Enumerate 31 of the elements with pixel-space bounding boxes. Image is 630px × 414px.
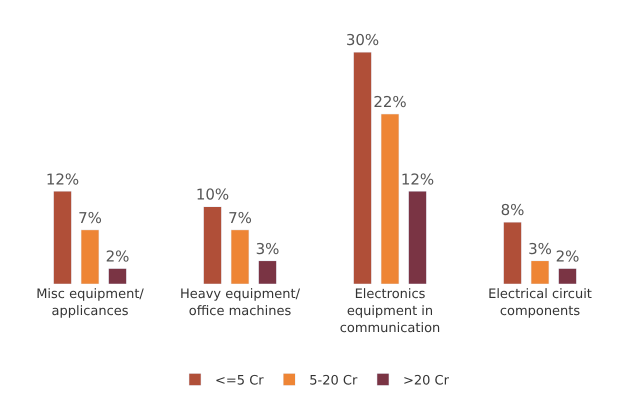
bar <box>530 260 550 284</box>
data-label: 3% <box>528 240 552 258</box>
bar <box>353 52 372 284</box>
x-tick-label: Misc equipment/ applicances <box>36 287 144 319</box>
bar <box>503 222 522 284</box>
data-label: 22% <box>373 93 407 112</box>
bar <box>258 260 277 284</box>
data-label: 30% <box>346 31 380 50</box>
bar <box>53 191 72 284</box>
x-tick-label: Electronics equipment in communication <box>340 287 440 336</box>
bar <box>380 114 400 284</box>
bar <box>558 268 577 284</box>
data-label: 7% <box>228 208 252 227</box>
legend-label: <=5 Cr <box>215 374 264 389</box>
data-label: 7% <box>78 208 102 227</box>
data-label: 2% <box>106 248 130 266</box>
bar <box>80 230 100 284</box>
data-label: 8% <box>500 201 524 220</box>
x-tick-label: Electrical circuit components <box>488 287 592 319</box>
bar <box>108 268 127 284</box>
data-label: 2% <box>556 248 580 266</box>
data-label: 3% <box>256 240 280 258</box>
bar <box>408 191 427 284</box>
x-tick-label: Heavy equipment/ office machines <box>180 287 301 319</box>
legend-label: >20 Cr <box>402 374 450 389</box>
data-label: 12% <box>400 170 434 188</box>
data-label: 12% <box>46 170 80 188</box>
bar <box>230 230 250 284</box>
data-label: 10% <box>196 186 230 204</box>
bar <box>203 206 222 284</box>
legend-label: 5-20 Cr <box>309 374 358 389</box>
